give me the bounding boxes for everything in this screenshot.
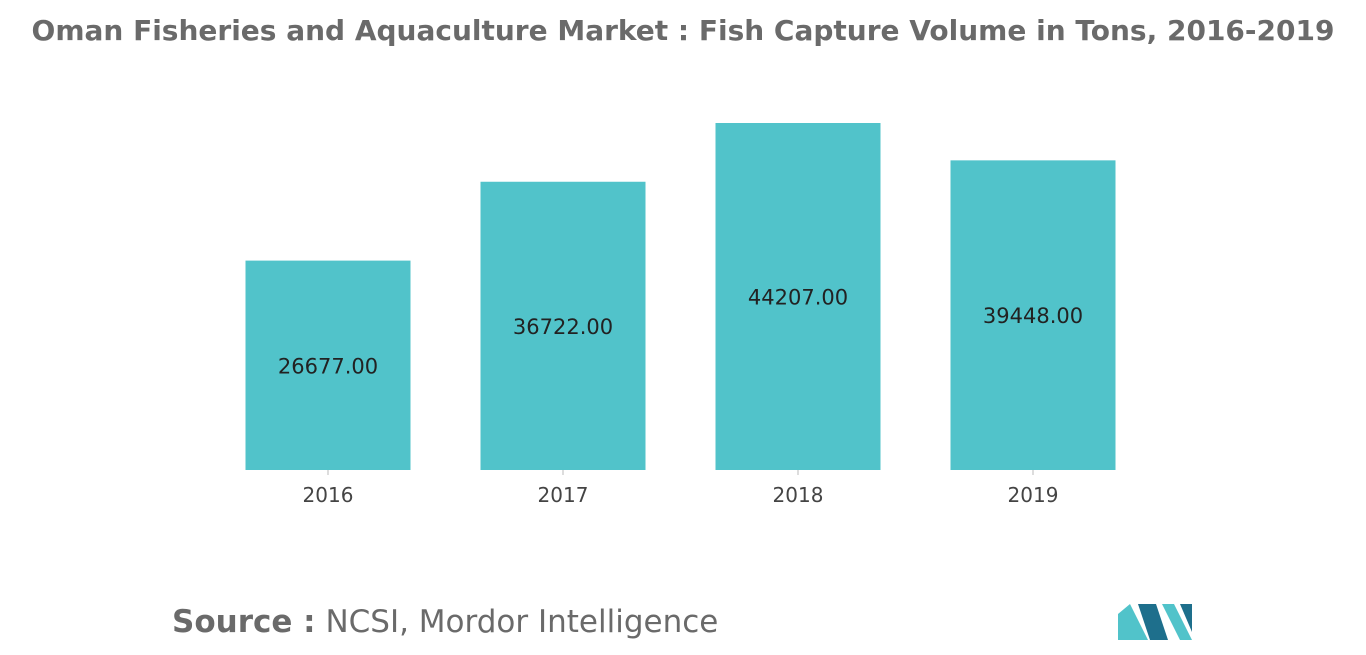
x-tick-label-2018: 2018 [773,483,824,507]
bar-2018 [715,123,881,470]
mordor-intelligence-logo-icon [1118,604,1192,640]
logo-shape-right-dark [1180,604,1192,632]
data-label-2016: 26677.00 [278,354,378,378]
data-label-2019: 39448.00 [983,304,1083,328]
logo-shape-mid [1138,604,1168,640]
chart-title: Oman Fisheries and Aquaculture Market : … [31,14,1335,47]
bar-2019 [950,160,1116,470]
x-tick-label-2016: 2016 [303,483,354,507]
bar-2016 [245,260,411,470]
logo-shape-left [1118,604,1148,640]
source-text: NCSI, Mordor Intelligence [325,604,719,640]
data-label-2017: 36722.00 [513,315,613,339]
source-note: Source : NCSI, Mordor Intelligence [172,604,718,640]
logo-shape-right [1162,604,1192,640]
bar-2017 [480,181,646,470]
source-label: Source : [172,604,316,640]
data-label-2018: 44207.00 [748,286,848,310]
x-tick-label-2019: 2019 [1008,483,1059,507]
x-tick-label-2017: 2017 [538,483,589,507]
bar-chart: 26677.00 2016 36722.00 2017 44207.00 2018 3944… [245,123,1116,507]
